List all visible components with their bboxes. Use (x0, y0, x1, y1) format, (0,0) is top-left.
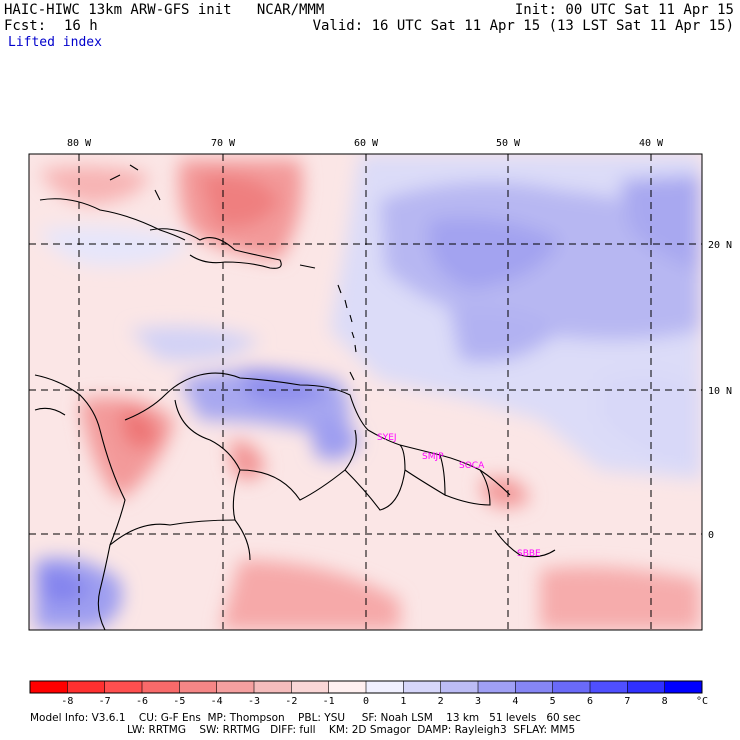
colorbar-swatch (552, 681, 591, 693)
colorbar-tick-label: 4 (512, 696, 518, 707)
colorbar-tick-label: 5 (550, 696, 556, 707)
colorbar-tick-label: -8 (61, 696, 73, 707)
station-soca: SOCA (459, 461, 485, 471)
colorbar-swatch (67, 681, 106, 693)
lon-label-50w: 50 W (496, 138, 521, 149)
lat-label-0: 0 (708, 530, 714, 541)
colorbar-tick-label: 6 (587, 696, 593, 707)
colorbar-swatch (478, 681, 516, 693)
plot-title: HAIC-HIWC 13km ARW-GFS init NCAR/MMM (4, 2, 325, 18)
colorbar-swatch (403, 681, 442, 693)
forecast-label: Fcst: (4, 18, 47, 34)
colorbar-tick-label: 7 (624, 696, 630, 707)
colorbar-swatch (142, 681, 180, 693)
lifted-index-field (29, 154, 702, 630)
colorbar-tick-label: 3 (475, 696, 481, 707)
colorbar-tick-label: -4 (211, 696, 223, 707)
colorbar-swatch (515, 681, 554, 693)
lon-label-70w: 70 W (211, 138, 236, 149)
colorbar-swatch (590, 681, 628, 693)
colorbar-swatch (179, 681, 218, 693)
colorbar-swatch (104, 681, 143, 693)
colorbar-unit: °C (696, 696, 708, 707)
colorbar-tick-label: 1 (400, 696, 406, 707)
colorbar-tick-label: -3 (248, 696, 260, 707)
colorbar-tick-label: 8 (662, 696, 668, 707)
colorbar-tick-label: 0 (363, 696, 369, 707)
valid-time: Valid: 16 UTC Sat 11 Apr 15 (13 LST Sat … (312, 18, 734, 34)
colorbar-swatch (366, 681, 404, 693)
station-sbbe: SBBE (517, 549, 541, 559)
forecast-hour: 16 h (64, 18, 98, 34)
colorbar-tick-label: 2 (438, 696, 444, 707)
lon-label-40w: 40 W (639, 138, 664, 149)
colorbar-tick-label: -7 (99, 696, 111, 707)
field-name: Lifted index (8, 35, 102, 50)
model-info-line1: Model Info: V3.6.1 CU: G-F Ens MP: Thomp… (30, 712, 581, 724)
lon-label-80w: 80 W (67, 138, 92, 149)
colorbar-tick-label: -1 (323, 696, 335, 707)
colorbar-tick-label: -5 (173, 696, 185, 707)
colorbar-tick-label: -2 (285, 696, 297, 707)
graticule (29, 154, 702, 630)
colorbar-swatch (627, 681, 666, 693)
colorbar-swatch (328, 681, 367, 693)
station-syej: SYEJ (377, 433, 397, 443)
colorbar-swatch (664, 681, 703, 693)
model-info-line2: LW: RRTMG SW: RRTMG DIFF: full KM: 2D Sm… (127, 724, 576, 736)
colorbar-swatch (440, 681, 479, 693)
init-time: Init: 00 UTC Sat 11 Apr 15 (514, 2, 734, 18)
colorbar: -8 -7 -6 -5 -4 -3 -2 -1 0 1 2 3 4 5 6 7 8 (29, 680, 703, 707)
lat-label-10n: 10 N (708, 386, 732, 397)
colorbar-swatch (291, 681, 330, 693)
colorbar-tick-label: -6 (136, 696, 148, 707)
lon-label-60w: 60 W (354, 138, 379, 149)
station-smjp: SMJP (422, 452, 444, 462)
coastlines (34, 164, 556, 630)
colorbar-swatch (254, 681, 292, 693)
lat-label-20n: 20 N (708, 240, 732, 251)
colorbar-swatch (216, 681, 255, 693)
colorbar-swatch (30, 681, 68, 693)
